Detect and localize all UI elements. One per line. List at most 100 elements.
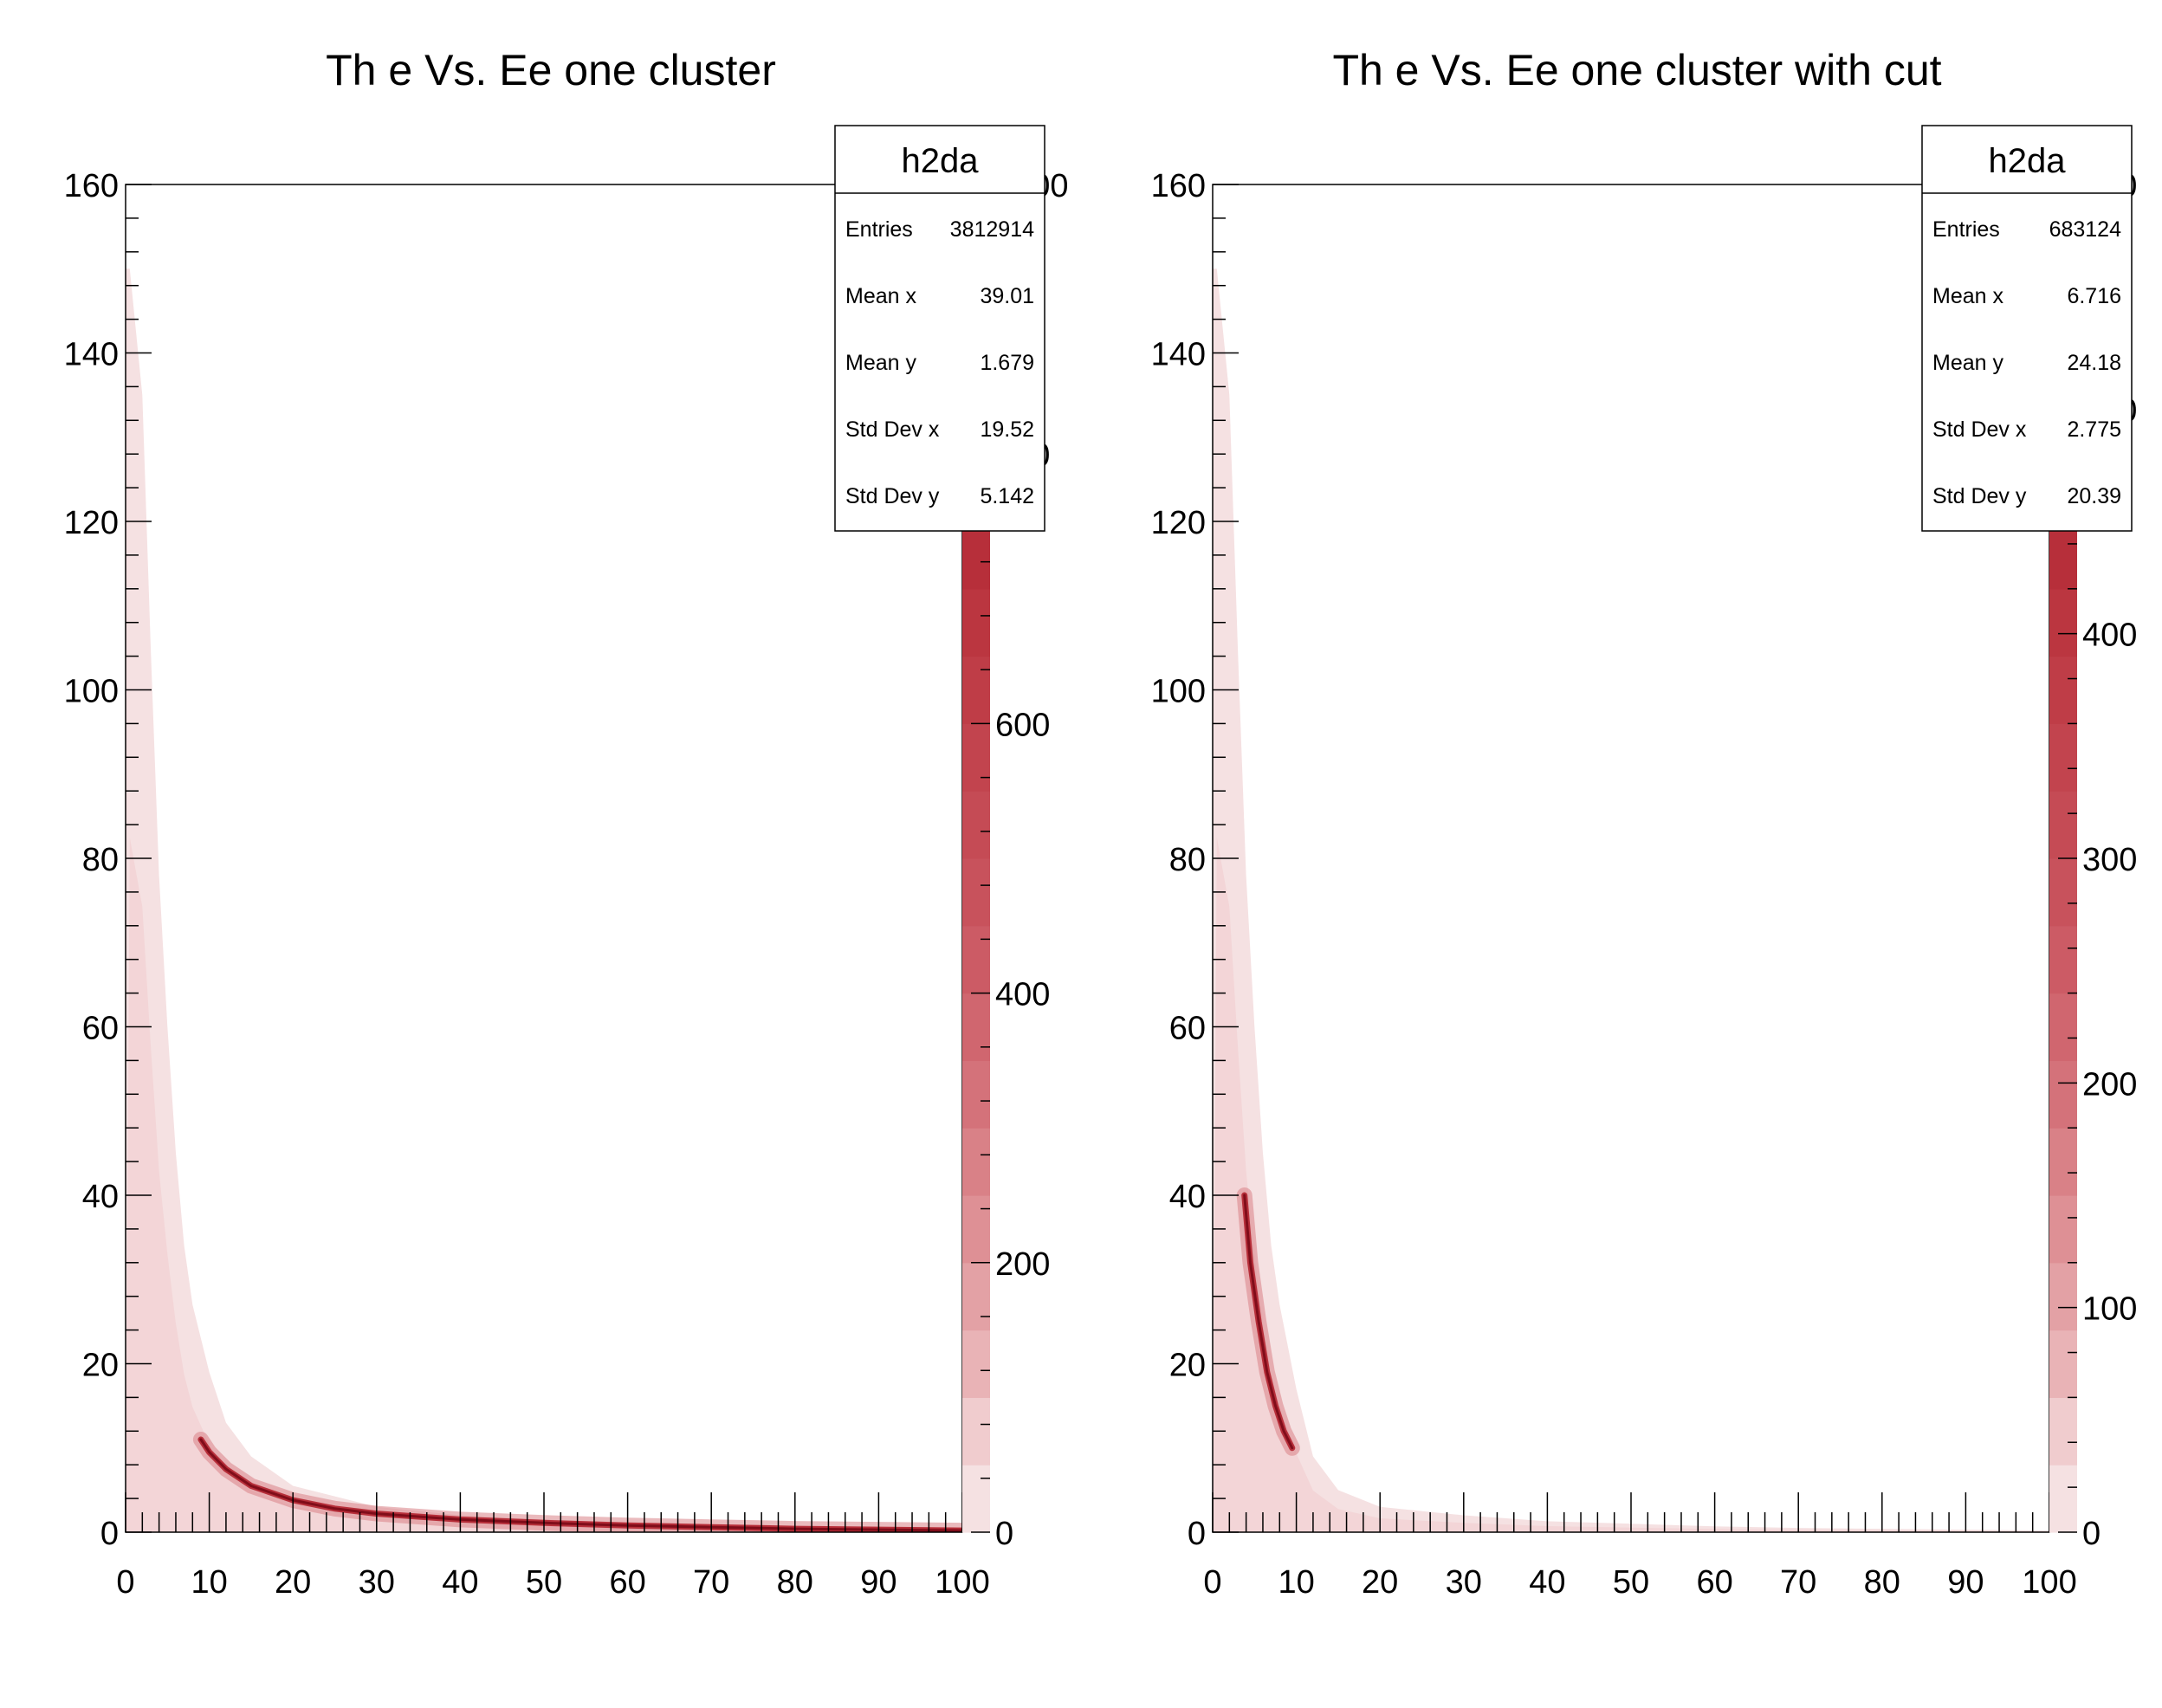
y-tick-label: 120	[1151, 505, 1206, 541]
stats-row-value: 3812914	[950, 217, 1034, 242]
stats-row-label: Std Dev x	[1932, 417, 2027, 442]
ridge-peak	[1243, 1194, 1294, 1450]
stats-box: h2da Entries 683124 Mean x 6.716 Mean y 24.18 S…	[1921, 125, 2133, 532]
x-tick-label: 40	[1529, 1564, 1565, 1601]
stats-row-label: Mean x	[1932, 284, 2003, 308]
color-scale-band	[2049, 656, 2077, 724]
color-scale-label: 400	[995, 977, 1050, 1013]
color-scale-label: 600	[995, 707, 1050, 743]
chart-panel-2: Th e Vs. Ee one cluster with cut 0 10 20 30 4…	[1151, 46, 2138, 1601]
y-tick-label: 100	[1151, 674, 1206, 710]
color-scale-band	[962, 521, 990, 590]
y-tick-label: 140	[1151, 337, 1206, 373]
low-density-region	[1213, 268, 2049, 1532]
stats-row-label: Std Dev x	[845, 417, 940, 442]
stats-row-label: Std Dev y	[845, 484, 940, 508]
color-scale-label: 0	[995, 1516, 1013, 1552]
x-tick-label: 100	[2022, 1564, 2076, 1601]
color-scale-band	[2049, 1128, 2077, 1196]
y-tick-label: 60	[82, 1011, 119, 1047]
y-tick-label: 80	[1169, 842, 1206, 878]
y-tick-label: 0	[100, 1516, 119, 1552]
stats-box-name: h2da	[1989, 142, 2067, 180]
color-scale-band	[962, 791, 990, 859]
stats-row-label: Mean x	[845, 284, 916, 308]
x-tick-label: 0	[1203, 1564, 1221, 1601]
y-tick-label: 160	[1151, 168, 1206, 204]
color-scale-band	[962, 1195, 990, 1264]
x-tick-label: 60	[1696, 1564, 1732, 1601]
stats-row-value: 20.39	[2067, 484, 2121, 508]
color-scale-band	[962, 656, 990, 724]
y-tick-label: 80	[82, 842, 119, 878]
stats-row-value: 2.775	[2067, 417, 2121, 442]
stats-row-value: 683124	[2049, 217, 2122, 242]
color-scale-band	[2049, 1195, 2077, 1264]
color-scale-band	[2049, 858, 2077, 927]
x-tick-label: 80	[777, 1564, 813, 1601]
y-tick-label: 120	[64, 505, 119, 541]
color-scale-band	[2049, 1397, 2077, 1465]
stats-row-value: 6.716	[2067, 284, 2121, 308]
color-scale-band	[2049, 791, 2077, 859]
x-tick-label: 10	[1278, 1564, 1314, 1601]
x-tick-label: 60	[609, 1564, 645, 1601]
x-tick-label: 90	[860, 1564, 897, 1601]
stats-row-label: Entries	[845, 217, 913, 242]
x-tick-label: 0	[116, 1564, 134, 1601]
mid-density-region	[126, 837, 962, 1532]
color-scale-band	[2049, 723, 2077, 792]
ridge-peak	[199, 1438, 962, 1532]
low-density-region	[126, 268, 962, 1532]
color-scale-label: 200	[995, 1246, 1050, 1283]
color-scale-band	[2049, 925, 2077, 994]
color-scale-band	[2049, 1060, 2077, 1129]
y-tick-label: 0	[1188, 1516, 1206, 1552]
stats-row-label: Mean y	[1932, 351, 2003, 375]
stats-box: h2da Entries 3812914 Mean x 39.01 Mean y 1.679…	[834, 125, 1045, 532]
chart-title: Th e Vs. Ee one cluster with cut	[1332, 46, 1941, 94]
color-scale-band	[962, 925, 990, 994]
color-scale-band	[962, 1397, 990, 1465]
y-tick-label: 40	[1169, 1179, 1206, 1215]
x-tick-label: 80	[1864, 1564, 1900, 1601]
color-scale-band	[962, 993, 990, 1061]
stats-row-value: 5.142	[980, 484, 1034, 508]
stats-row-value: 24.18	[2067, 351, 2121, 375]
x-tick-label: 70	[1780, 1564, 1816, 1601]
chart-title: Th e Vs. Ee one cluster	[326, 46, 776, 94]
color-scale-band	[962, 1262, 990, 1331]
color-scale-label: 100	[2082, 1291, 2137, 1328]
mid-density-region	[1213, 837, 2049, 1532]
color-scale-band	[2049, 1465, 2077, 1533]
y-tick-label: 60	[1169, 1011, 1206, 1047]
y-tick-label: 20	[82, 1348, 119, 1384]
x-tick-label: 10	[191, 1564, 227, 1601]
stats-box-name: h2da	[902, 142, 980, 180]
x-tick-label: 20	[275, 1564, 311, 1601]
stats-row-label: Std Dev y	[1932, 484, 2027, 508]
x-tick-label: 20	[1362, 1564, 1398, 1601]
heatmap-data	[126, 268, 962, 1532]
x-tick-label: 50	[526, 1564, 562, 1601]
stats-row-value: 19.52	[980, 417, 1034, 442]
y-tick-label: 40	[82, 1179, 119, 1215]
stats-row-value: 1.679	[980, 351, 1034, 375]
color-scale-band	[2049, 1262, 2077, 1331]
color-scale-label: 300	[2082, 842, 2137, 878]
color-scale-band	[962, 723, 990, 792]
color-scale-band	[962, 588, 990, 657]
stats-box-frame	[1921, 125, 2133, 532]
y-tick-label: 20	[1169, 1348, 1206, 1384]
x-tick-label: 90	[1947, 1564, 1984, 1601]
x-tick-label: 70	[693, 1564, 729, 1601]
color-scale-band	[962, 1330, 990, 1398]
heatmap-data	[1213, 268, 2049, 1532]
color-scale-band	[2049, 588, 2077, 657]
color-scale-label: 0	[2082, 1516, 2101, 1552]
y-tick-label: 160	[64, 168, 119, 204]
color-scale-band	[962, 1060, 990, 1129]
color-scale-band	[962, 1465, 990, 1533]
color-scale-band	[2049, 1330, 2077, 1398]
color-scale-band	[2049, 993, 2077, 1061]
